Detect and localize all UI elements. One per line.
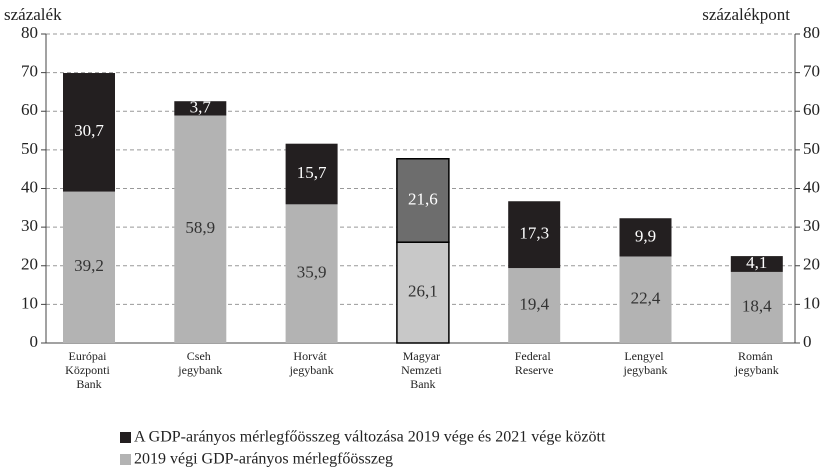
value-label: 4,1	[746, 253, 767, 272]
value-label: 22,4	[631, 289, 661, 308]
bar	[619, 256, 672, 343]
y-tick-label: 80	[21, 23, 38, 42]
bar	[396, 158, 450, 243]
y2-axis-label: százalékpont	[702, 5, 790, 24]
y2-tick-label: 10	[803, 293, 820, 312]
bar	[63, 191, 115, 343]
y2-tick-label: 60	[803, 100, 820, 119]
bar	[619, 218, 672, 257]
value-label: 18,4	[742, 296, 772, 315]
y2-tick-label: 70	[803, 62, 820, 81]
y2-tick-label: 20	[803, 255, 820, 274]
legend-swatch	[120, 454, 131, 465]
value-label: 39,2	[74, 256, 104, 275]
y2-tick-label: 80	[803, 23, 820, 42]
y-tick-label: 60	[21, 100, 38, 119]
y2-tick-label: 30	[803, 216, 820, 235]
y2-tick-label: 50	[803, 139, 820, 158]
y2-tick-label: 0	[803, 332, 812, 351]
bar	[285, 204, 338, 343]
bar	[730, 271, 783, 343]
value-label: 9,9	[635, 226, 656, 245]
x-tick-label: Federal Reserve	[515, 349, 554, 377]
legend-swatch	[120, 432, 131, 443]
value-label: 17,3	[519, 224, 549, 243]
x-tick-label: Román jegybank	[734, 349, 779, 377]
value-label: 19,4	[519, 294, 549, 313]
bar	[508, 268, 561, 343]
y-axis-label: százalék	[4, 5, 62, 24]
value-label: 15,7	[297, 163, 327, 182]
x-tick-label: Horvát jegybank	[289, 349, 334, 377]
value-label: 26,1	[408, 282, 438, 301]
y-tick-label: 40	[21, 177, 38, 196]
y-tick-label: 30	[21, 216, 38, 235]
bar	[63, 73, 115, 192]
x-tick-label: Lengyel jegybank	[623, 349, 668, 377]
x-tick-label: Európai Központi Bank	[65, 349, 113, 391]
y-tick-label: 10	[21, 293, 38, 312]
bar	[730, 256, 783, 272]
bar	[285, 143, 338, 205]
value-label: 21,6	[408, 189, 438, 208]
bar	[174, 115, 227, 343]
value-label: 3,7	[190, 97, 212, 116]
y-tick-label: 50	[21, 139, 38, 158]
y-tick-label: 20	[21, 255, 38, 274]
y2-tick-label: 40	[803, 177, 820, 196]
value-label: 30,7	[74, 121, 104, 140]
x-tick-label: Cseh jegybank	[177, 349, 222, 377]
bar	[508, 201, 561, 269]
legend-label: 2019 végi GDP-arányos mérlegfőösszeg	[134, 451, 393, 468]
x-tick-label: Magyar Nemzeti Bank	[401, 349, 445, 391]
value-label: 35,9	[297, 263, 327, 282]
value-label: 58,9	[185, 218, 215, 237]
y-tick-label: 0	[30, 332, 39, 351]
bar	[174, 101, 227, 116]
y-tick-label: 70	[21, 62, 38, 81]
legend-label: A GDP-arányos mérlegfőösszeg változása 2…	[134, 429, 606, 446]
